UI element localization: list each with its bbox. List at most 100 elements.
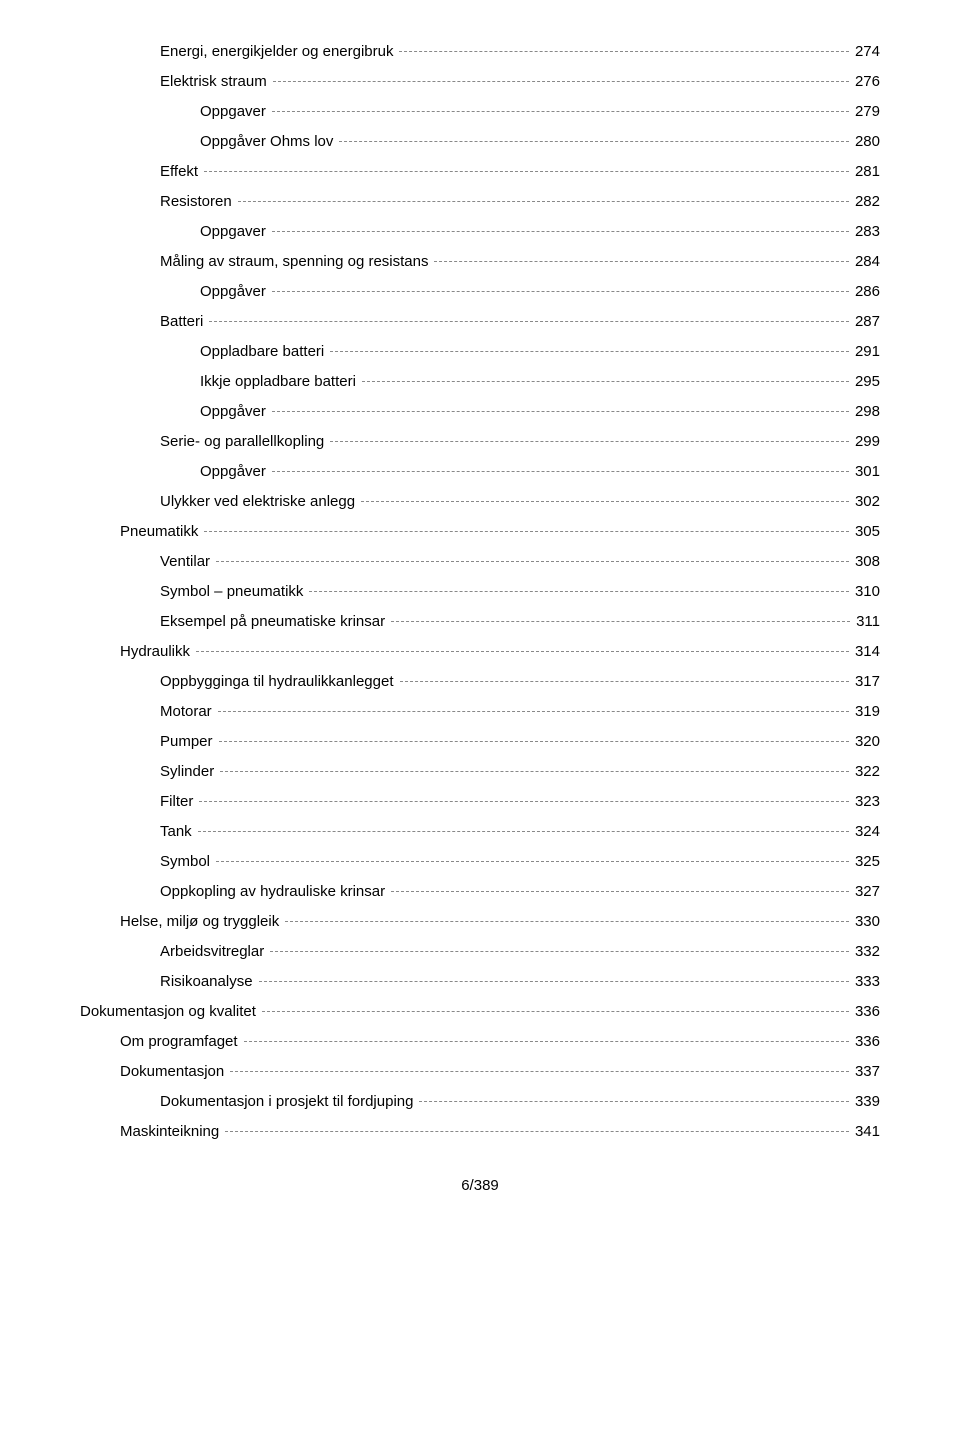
- toc-page-number: 298: [851, 400, 880, 424]
- toc-page-number: 322: [851, 760, 880, 784]
- toc-label: Helse, miljø og tryggleik: [120, 910, 283, 934]
- toc-leader-dots: [272, 111, 849, 112]
- toc-label: Filter: [160, 790, 197, 814]
- toc-row: Pumper 320: [80, 730, 880, 757]
- toc-label: Effekt: [160, 160, 202, 184]
- toc-leader-dots: [400, 681, 849, 682]
- toc-row: Energi, energikjelder og energibruk274: [80, 40, 880, 67]
- toc-label: Dokumentasjon i prosjekt til fordjuping: [160, 1090, 417, 1114]
- toc-leader-dots: [216, 561, 849, 562]
- toc-leader-dots: [434, 261, 848, 262]
- toc-label: Serie- og parallellkopling: [160, 430, 328, 454]
- toc-label: Hydraulikk: [120, 640, 194, 664]
- toc-label: Oppgåver Ohms lov: [200, 130, 337, 154]
- toc-row: Motorar319: [80, 700, 880, 727]
- toc-label: Ulykker ved elektriske anlegg: [160, 490, 359, 514]
- toc-page-number: 283: [851, 220, 880, 244]
- toc-leader-dots: [270, 951, 849, 952]
- toc-page-number: 295: [851, 370, 880, 394]
- toc-label: Energi, energikjelder og energibruk: [160, 40, 397, 64]
- toc-leader-dots: [330, 441, 849, 442]
- toc-leader-dots: [330, 351, 849, 352]
- toc-leader-dots: [225, 1131, 849, 1132]
- toc-label: Motorar: [160, 700, 216, 724]
- toc-leader-dots: [204, 531, 849, 532]
- toc-row: Tank324: [80, 820, 880, 847]
- toc-leader-dots: [391, 891, 849, 892]
- toc-page-number: 330: [851, 910, 880, 934]
- toc-label: Oppbygginga til hydraulikkanlegget: [160, 670, 398, 694]
- toc-row: Oppkopling av hydrauliske krinsar327: [80, 880, 880, 907]
- toc-label: Pneumatikk: [120, 520, 202, 544]
- toc-row: Pneumatikk305: [80, 520, 880, 547]
- toc-leader-dots: [196, 651, 849, 652]
- toc-label: Oppgåver: [200, 460, 270, 484]
- toc-label: Dokumentasjon: [120, 1060, 228, 1084]
- toc-row: Oppladbare batteri291: [80, 340, 880, 367]
- toc-row: Eksempel på pneumatiske krinsar 311: [80, 610, 880, 637]
- toc-label: Tank: [160, 820, 196, 844]
- toc-leader-dots: [199, 801, 849, 802]
- toc-label: Elektrisk straum: [160, 70, 271, 94]
- toc-row: Elektrisk straum 276: [80, 70, 880, 97]
- toc-leader-dots: [272, 231, 849, 232]
- table-of-contents: Energi, energikjelder og energibruk274 El…: [80, 40, 880, 1147]
- toc-leader-dots: [361, 501, 849, 502]
- toc-page-number: 279: [851, 100, 880, 124]
- toc-label: Oppkopling av hydrauliske krinsar: [160, 880, 389, 904]
- toc-row: Dokumentasjon337: [80, 1060, 880, 1087]
- toc-label: Oppgaver: [200, 100, 270, 124]
- toc-row: Arbeidsvitreglar 332: [80, 940, 880, 967]
- toc-label: Oppgåver: [200, 280, 270, 304]
- toc-leader-dots: [219, 741, 849, 742]
- toc-leader-dots: [218, 711, 849, 712]
- toc-label: Ventilar: [160, 550, 214, 574]
- toc-page-number: 302: [851, 490, 880, 514]
- toc-label: Arbeidsvitreglar: [160, 940, 268, 964]
- toc-page-number: 325: [851, 850, 880, 874]
- toc-page-number: 332: [851, 940, 880, 964]
- toc-page-number: 299: [851, 430, 880, 454]
- toc-page-number: 287: [851, 310, 880, 334]
- toc-page-number: 341: [851, 1120, 880, 1144]
- toc-page-number: 339: [851, 1090, 880, 1114]
- toc-leader-dots: [272, 471, 849, 472]
- toc-page-number: 323: [851, 790, 880, 814]
- toc-row: Symbol 325: [80, 850, 880, 877]
- toc-label: Maskinteikning: [120, 1120, 223, 1144]
- toc-label: Symbol: [160, 850, 214, 874]
- toc-row: Hydraulikk314: [80, 640, 880, 667]
- toc-label: Sylinder: [160, 760, 218, 784]
- toc-row: Oppgaver 279: [80, 100, 880, 127]
- toc-page-number: 301: [851, 460, 880, 484]
- toc-page-number: 310: [851, 580, 880, 604]
- toc-label: Oppgåver: [200, 400, 270, 424]
- toc-page-number: 284: [851, 250, 880, 274]
- toc-leader-dots: [230, 1071, 849, 1072]
- toc-label: Pumper: [160, 730, 217, 754]
- toc-page-number: 336: [851, 1000, 880, 1024]
- toc-page-number: 282: [851, 190, 880, 214]
- toc-leader-dots: [419, 1101, 849, 1102]
- toc-label: Om programfaget: [120, 1030, 242, 1054]
- toc-page-number: 333: [851, 970, 880, 994]
- toc-label: Oppgaver: [200, 220, 270, 244]
- toc-page-number: 311: [852, 610, 880, 634]
- toc-row: Oppgåver 298: [80, 400, 880, 427]
- toc-page-number: 320: [851, 730, 880, 754]
- toc-label: Eksempel på pneumatiske krinsar: [160, 610, 389, 634]
- toc-row: Oppgaver 283: [80, 220, 880, 247]
- toc-leader-dots: [391, 621, 850, 622]
- toc-row: Dokumentasjon i prosjekt til fordjuping 3…: [80, 1090, 880, 1117]
- toc-row: Resistoren282: [80, 190, 880, 217]
- toc-leader-dots: [204, 171, 849, 172]
- toc-page-number: 291: [851, 340, 880, 364]
- toc-page-number: 276: [851, 70, 880, 94]
- toc-row: Helse, miljø og tryggleik 330: [80, 910, 880, 937]
- toc-row: Maskinteikning 341: [80, 1120, 880, 1147]
- toc-row: Om programfaget336: [80, 1030, 880, 1057]
- toc-leader-dots: [209, 321, 849, 322]
- toc-page-number: 286: [851, 280, 880, 304]
- toc-label: Risikoanalyse: [160, 970, 257, 994]
- toc-leader-dots: [262, 1011, 849, 1012]
